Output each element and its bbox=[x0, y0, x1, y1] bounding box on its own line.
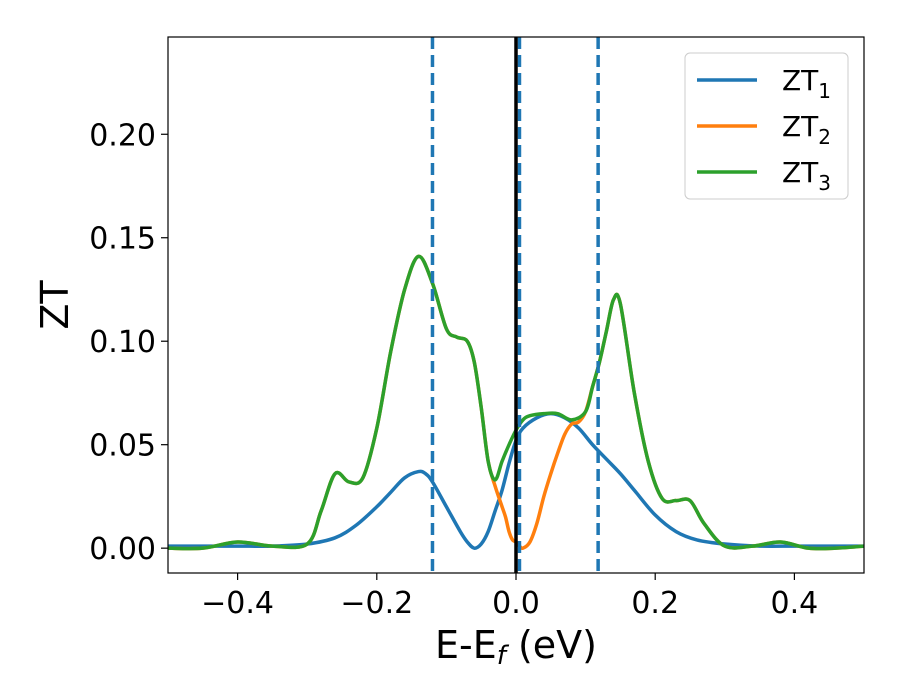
x-axis-label: E-Ef (eV) bbox=[435, 623, 597, 671]
y-tick-label: 0.15 bbox=[89, 222, 156, 257]
y-tick-label: 0.10 bbox=[89, 325, 156, 360]
legend-label-zt3: ZT3 bbox=[782, 156, 831, 195]
y-axis-label: ZT bbox=[33, 280, 77, 330]
legend-label-zt1: ZT1 bbox=[782, 64, 831, 103]
y-axis: 0.00 0.05 0.10 0.15 0.20 bbox=[89, 118, 168, 567]
legend: ZT1 ZT2 ZT3 bbox=[684, 52, 849, 200]
x-tick-label: −0.4 bbox=[201, 586, 274, 621]
x-axis-label-unit: (eV) bbox=[506, 623, 597, 667]
vertical-lines-layer bbox=[430, 37, 600, 573]
x-axis: −0.4 −0.2 0.0 0.2 0.4 bbox=[201, 573, 818, 621]
legend-label-zt2: ZT2 bbox=[782, 110, 831, 149]
y-tick-label: 0.05 bbox=[89, 429, 156, 464]
x-tick-label: −0.2 bbox=[340, 586, 413, 621]
x-tick-label: 0.4 bbox=[771, 586, 819, 621]
x-tick-label: 0.0 bbox=[492, 586, 540, 621]
legend-box bbox=[684, 52, 849, 200]
y-tick-label: 0.20 bbox=[89, 118, 156, 153]
x-tick-label: 0.2 bbox=[631, 586, 679, 621]
y-tick-label: 0.00 bbox=[89, 532, 156, 567]
